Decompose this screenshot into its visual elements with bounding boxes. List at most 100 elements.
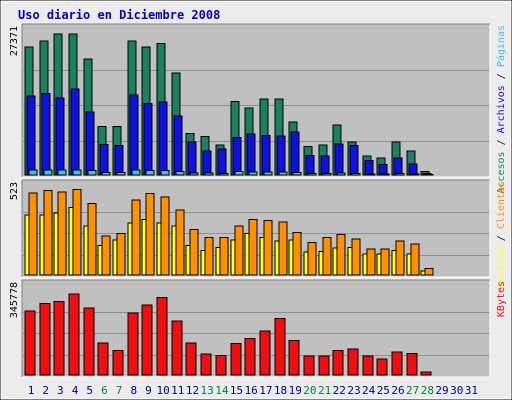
bar-pginas-day-8 [131,169,141,176]
x-tick-label-day-30: 30 [450,384,463,397]
bar-clientes-day-2 [43,189,53,276]
bar-pginas-day-22 [336,172,346,176]
bar-pginas-day-26 [395,172,405,176]
bar-archivos-day-21 [320,155,330,176]
bar-clientes-day-9 [145,193,155,276]
bar-clientes-day-15 [234,225,244,276]
bar-pginas-day-21 [322,172,332,176]
x-tick-label-day-2: 2 [42,384,49,397]
bar-kbytes-day-24 [362,355,374,376]
bar-archivos-day-12 [187,141,197,176]
bar-kbytes-day-27 [406,353,418,376]
bar-archivos-day-3 [55,97,65,176]
bar-kbytes-day-22 [332,349,344,376]
bar-archivos-day-16 [246,133,256,176]
legend-accesos-archivos-paginas: Accesos / Archivos / Páginas [495,25,507,194]
bar-pginas-day-27 [410,173,420,176]
bar-clientes-day-27 [410,243,420,276]
x-tick-label-day-20: 20 [303,384,316,397]
bar-kbytes-day-18 [274,317,286,376]
bar-kbytes-day-23 [347,348,359,376]
bar-kbytes-day-28 [420,371,432,376]
legend-entry-clientes: Clientes [496,181,507,229]
x-tick-label-day-6: 6 [101,384,108,397]
bar-clientes-day-7 [116,233,126,276]
bar-clientes-day-16 [248,219,258,276]
bar-clientes-day-25 [380,248,390,276]
y-max-label: 27371 [9,26,20,56]
legend-entry-pginas: Páginas [495,25,507,67]
bar-archivos-day-5 [85,111,95,176]
bar-archivos-day-26 [393,157,403,176]
bar-clientes-day-10 [160,196,170,276]
bar-clientes-day-6 [101,235,111,276]
x-tick-label-day-24: 24 [362,384,376,397]
bar-kbytes-day-6 [97,342,109,376]
bar-kbytes-day-26 [391,351,403,376]
bar-pginas-day-28 [424,173,434,176]
legend-entry-visitas: Visitas [496,247,507,289]
bar-kbytes-day-20 [303,355,315,376]
x-tick-label-day-27: 27 [406,384,419,397]
x-tick-label-day-16: 16 [245,384,258,397]
x-tick-label-day-22: 22 [333,384,346,397]
x-tick-label-day-11: 11 [171,384,184,397]
bar-pginas-day-17 [263,171,273,176]
bar-kbytes-day-16 [244,338,256,376]
x-tick-label-day-10: 10 [156,384,169,397]
bar-pginas-day-20 [307,172,317,176]
bar-pginas-day-9 [145,169,155,176]
bar-clientes-day-20 [307,241,317,276]
x-tick-label-day-1: 1 [28,384,35,397]
x-tick-label-day-5: 5 [86,384,93,397]
legend-visitas-clientes: Visitas / Clientes [496,181,507,289]
x-tick-label-day-7: 7 [116,384,123,397]
x-tick-label-day-8: 8 [130,384,137,397]
bar-pginas-day-18 [278,171,288,176]
bar-pginas-day-3 [57,169,67,176]
bar-clientes-day-13 [204,237,214,276]
bar-pginas-day-2 [43,169,53,176]
legend-separator: / [496,229,507,247]
x-tick-label-day-25: 25 [377,384,390,397]
bar-kbytes-day-3 [53,300,65,376]
bar-kbytes-day-19 [288,340,300,376]
bar-kbytes-day-10 [156,297,168,376]
bar-clientes-day-4 [72,189,82,276]
bar-kbytes-day-13 [200,353,212,376]
bar-archivos-day-15 [232,136,242,176]
bar-archivos-day-7 [114,145,124,176]
legend-entry-archivos: Archivos [496,85,507,133]
x-tick-label-day-9: 9 [145,384,152,397]
bar-clientes-day-26 [395,240,405,276]
bar-pginas-day-7 [116,171,126,176]
bar-archivos-day-23 [349,145,359,176]
x-tick-label-day-15: 15 [230,384,243,397]
bar-kbytes-day-14 [215,354,227,376]
bar-archivos-day-8 [129,94,139,176]
bar-archivos-day-10 [158,101,168,176]
bar-pginas-day-19 [292,171,302,176]
bar-archivos-day-6 [99,144,109,176]
bar-pginas-day-24 [366,173,376,176]
bar-clientes-day-23 [351,238,361,276]
y-max-label: 523 [9,182,20,200]
bar-clientes-day-17 [263,220,273,276]
bar-pginas-day-5 [87,169,97,176]
x-tick-label-day-17: 17 [259,384,272,397]
bar-pginas-day-6 [101,171,111,176]
bar-pginas-day-4 [72,169,82,176]
bar-pginas-day-14 [219,172,229,176]
bar-kbytes-day-17 [259,330,271,376]
bar-clientes-day-14 [219,237,229,276]
bar-kbytes-day-7 [112,349,124,376]
bar-archivos-day-13 [202,150,212,176]
bar-clientes-day-5 [87,202,97,276]
bar-kbytes-day-8 [127,312,139,376]
bar-clientes-day-24 [366,248,376,276]
bar-archivos-day-20 [305,154,315,176]
bar-archivos-day-17 [261,134,271,176]
bar-archivos-day-9 [143,102,153,176]
bar-clientes-day-12 [189,228,199,276]
